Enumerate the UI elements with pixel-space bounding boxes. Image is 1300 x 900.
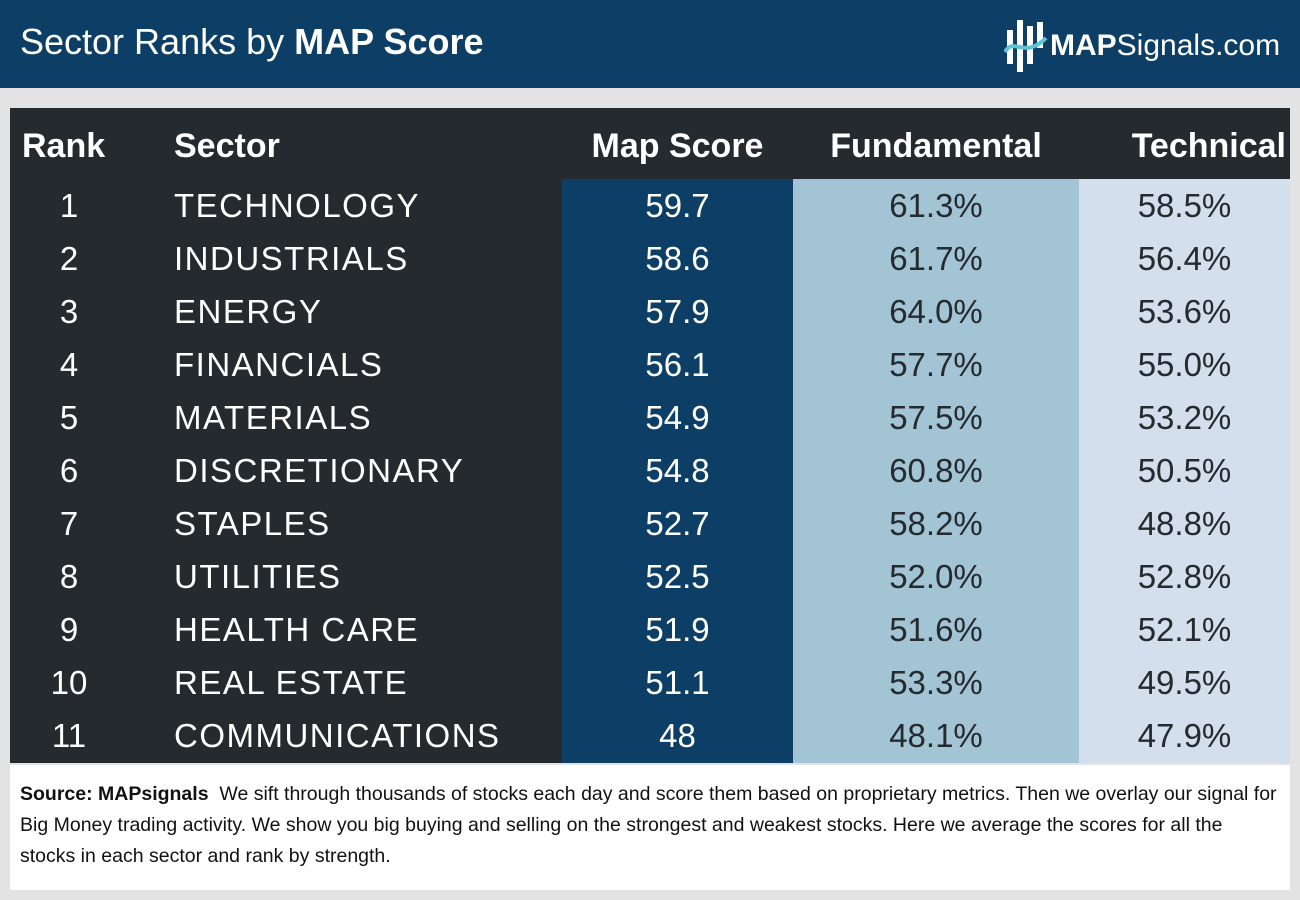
sector-cell: COMMUNICATIONS xyxy=(174,717,501,754)
brand-name: MAPSignals.com xyxy=(1050,28,1280,64)
sector-cell: STAPLES xyxy=(174,505,331,542)
table-row: 3 ENERGY 57.9 64.0% 53.6% xyxy=(10,285,1290,338)
technical-cell: 55.0% xyxy=(1137,346,1232,383)
rank-cell: 10 xyxy=(50,664,88,701)
sector-cell: DISCRETIONARY xyxy=(174,452,465,489)
fundamental-cell: 53.3% xyxy=(889,664,983,701)
fundamental-cell: 61.3% xyxy=(889,187,983,224)
table-row: 8 UTILITIES 52.5 52.0% 52.8% xyxy=(10,550,1290,603)
table-body: 1 TECHNOLOGY 59.7 61.3% 58.5% 2 INDUSTRI… xyxy=(10,179,1290,762)
rank-cell: 8 xyxy=(59,558,79,595)
technical-cell: 52.8% xyxy=(1137,558,1232,595)
technical-cell: 53.6% xyxy=(1137,293,1232,330)
sector-cell: FINANCIALS xyxy=(174,346,384,383)
map-score-cell: 54.9 xyxy=(645,399,710,436)
source-footnote: Source: MAPsignals We sift through thous… xyxy=(10,765,1290,890)
brand-bold: MAP xyxy=(1050,29,1117,62)
map-score-cell: 48 xyxy=(659,717,696,754)
rank-cell: 9 xyxy=(59,611,79,648)
table-row: 2 INDUSTRIALS 58.6 61.7% 56.4% xyxy=(10,232,1290,285)
brand-rest: Signals.com xyxy=(1116,29,1281,62)
map-score-cell: 56.1 xyxy=(645,346,710,383)
technical-cell: 58.5% xyxy=(1137,187,1232,224)
sector-cell: TECHNOLOGY xyxy=(174,187,421,224)
title-bold: MAP Score xyxy=(294,21,484,62)
map-score-cell: 57.9 xyxy=(645,293,710,330)
technical-cell: 48.8% xyxy=(1137,505,1232,542)
technical-cell: 47.9% xyxy=(1137,717,1232,754)
map-score-cell: 52.5 xyxy=(645,558,710,595)
technical-cell: 52.1% xyxy=(1137,611,1232,648)
fundamental-column-bg xyxy=(793,179,1079,763)
map-score-cell: 51.1 xyxy=(645,664,710,701)
rank-cell: 6 xyxy=(59,452,79,489)
fundamental-cell: 48.1% xyxy=(889,717,983,754)
source-text: We sift through thousands of stocks each… xyxy=(20,783,1277,867)
technical-cell: 56.4% xyxy=(1137,240,1232,277)
rank-cell: 11 xyxy=(51,717,87,754)
rank-cell: 7 xyxy=(59,505,79,542)
bar-chart-logo-icon xyxy=(1004,20,1048,72)
map-score-column-bg xyxy=(562,179,793,763)
fundamental-cell: 60.8% xyxy=(889,452,983,489)
header-sector: Sector xyxy=(174,127,280,165)
rank-cell: 3 xyxy=(59,293,79,330)
table-row: 4 FINANCIALS 56.1 57.7% 55.0% xyxy=(10,338,1290,391)
rank-cell: 5 xyxy=(59,399,79,436)
header-technical: Technical xyxy=(1131,127,1286,165)
table-header-row: Rank Sector Map Score Fundamental Techni… xyxy=(10,108,1290,179)
table-row: 5 MATERIALS 54.9 57.5% 53.2% xyxy=(10,391,1290,444)
sector-cell: ENERGY xyxy=(174,293,323,330)
sector-cell: UTILITIES xyxy=(174,558,342,595)
fundamental-cell: 64.0% xyxy=(889,293,983,330)
map-score-cell: 52.7 xyxy=(645,505,710,542)
technical-column-bg xyxy=(1079,179,1290,763)
rank-cell: 4 xyxy=(59,346,79,383)
table-row: 1 TECHNOLOGY 59.7 61.3% 58.5% xyxy=(10,179,1290,232)
table-row: 11 COMMUNICATIONS 48 48.1% 47.9% xyxy=(10,709,1290,762)
table-row: 6 DISCRETIONARY 54.8 60.8% 50.5% xyxy=(10,444,1290,497)
technical-cell: 50.5% xyxy=(1137,452,1232,489)
map-score-cell: 51.9 xyxy=(645,611,710,648)
fundamental-cell: 52.0% xyxy=(889,558,983,595)
rank-cell: 1 xyxy=(59,187,79,224)
page-title: Sector Ranks by MAP Score xyxy=(20,20,484,64)
fundamental-cell: 57.5% xyxy=(889,399,983,436)
technical-cell: 49.5% xyxy=(1137,664,1232,701)
fundamental-cell: 58.2% xyxy=(889,505,983,542)
source-label: Source: MAPsignals xyxy=(20,783,209,805)
header-fundamental: Fundamental xyxy=(830,127,1042,165)
map-score-cell: 58.6 xyxy=(645,240,710,277)
header-map-score: Map Score xyxy=(591,127,764,165)
fundamental-cell: 61.7% xyxy=(889,240,983,277)
map-score-cell: 54.8 xyxy=(645,452,710,489)
technical-cell: 53.2% xyxy=(1137,399,1232,436)
sector-cell: MATERIALS xyxy=(174,399,373,436)
rank-cell: 2 xyxy=(59,240,79,277)
fundamental-cell: 51.6% xyxy=(889,611,983,648)
title-prefix: Sector Ranks by xyxy=(20,21,295,62)
sector-ranks-table: Rank Sector Map Score Fundamental Techni… xyxy=(10,108,1290,763)
brand-logo: MAPSignals.com xyxy=(1004,16,1294,76)
map-score-cell: 59.7 xyxy=(645,187,710,224)
table-row: 9 HEALTH CARE 51.9 51.6% 52.1% xyxy=(10,603,1290,656)
sector-cell: REAL ESTATE xyxy=(174,664,409,701)
sector-cell: HEALTH CARE xyxy=(174,611,420,648)
fundamental-cell: 57.7% xyxy=(889,346,983,383)
sector-cell: INDUSTRIALS xyxy=(174,240,409,277)
table-row: 7 STAPLES 52.7 58.2% 48.8% xyxy=(10,497,1290,550)
table-row: 10 REAL ESTATE 51.1 53.3% 49.5% xyxy=(10,656,1290,709)
header-bar: Sector Ranks by MAP Score MAPSignals.com xyxy=(0,0,1300,88)
header-rank: Rank xyxy=(22,127,106,165)
